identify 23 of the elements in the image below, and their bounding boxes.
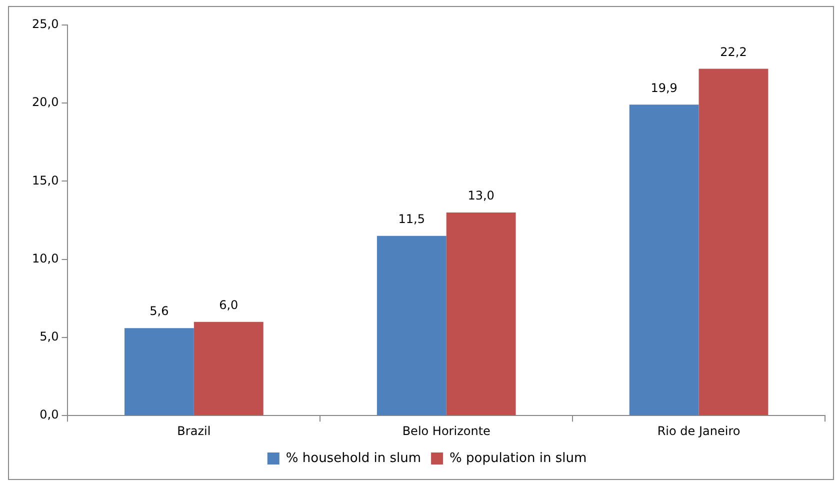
data-label: 13,0 (468, 188, 494, 203)
bar (194, 322, 264, 416)
x-tick-label: Rio de Janeiro (657, 424, 740, 438)
bar (698, 68, 768, 416)
bar (446, 212, 516, 416)
data-label: 5,6 (150, 304, 169, 318)
data-label: 6,0 (219, 298, 238, 312)
legend-label: % household in slum (286, 450, 422, 466)
y-tick-label: 15,0 (32, 173, 59, 188)
data-label: 11,5 (398, 212, 426, 226)
x-tick-label: Brazil (177, 424, 211, 438)
legend-label: % population in slum (450, 450, 587, 466)
y-tick-label: 20,0 (32, 95, 59, 110)
x-tick-label: Belo Horizonte (402, 424, 490, 438)
data-label: 19,9 (650, 80, 678, 95)
bar (124, 328, 194, 416)
y-tick-label: 25,0 (32, 17, 59, 32)
data-label: 22,2 (720, 44, 747, 59)
bar (376, 236, 446, 416)
y-tick-label: 5,0 (40, 330, 59, 344)
bar (629, 104, 699, 416)
y-tick-label: 10,0 (32, 251, 59, 266)
y-tick-label: 0,0 (40, 408, 59, 422)
